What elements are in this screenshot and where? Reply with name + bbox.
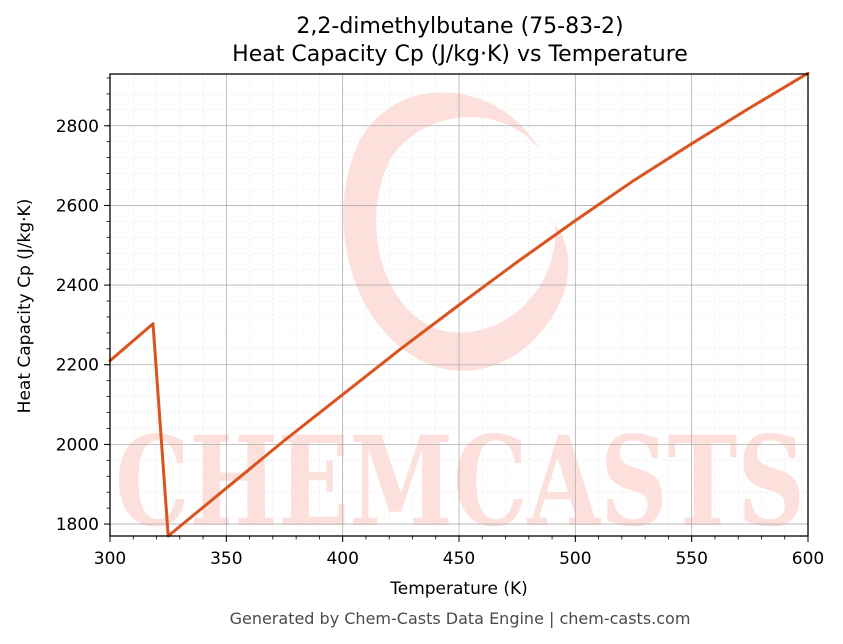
x-tick-label: 350 (210, 549, 242, 569)
y-tick-label: 2000 (56, 435, 99, 455)
x-tick-labels: 300 350 400 450 500 550 600 (94, 549, 824, 569)
watermark-text: CHEMCASTS (115, 410, 805, 555)
x-tick-label: 450 (443, 549, 475, 569)
x-axis-label: Temperature (K) (389, 579, 528, 599)
y-axis-label: Heat Capacity Cp (J/kg·K) (15, 199, 35, 414)
x-tick-label: 400 (326, 549, 358, 569)
y-tick-label: 2800 (56, 117, 99, 137)
y-tick-label: 1800 (56, 515, 99, 535)
x-tick-label: 600 (792, 549, 824, 569)
y-tick-label: 2400 (56, 276, 99, 296)
watermark: CHEMCASTS (115, 92, 805, 555)
x-tick-label: 550 (675, 549, 707, 569)
watermark-swirl (343, 92, 569, 372)
footer-credit: Generated by Chem-Casts Data Engine | ch… (230, 609, 691, 628)
x-tick-label: 300 (94, 549, 126, 569)
ticks (104, 77, 809, 542)
chart-title-line1: 2,2-dimethylbutane (75-83-2) (296, 14, 623, 39)
series-layer (108, 71, 810, 538)
y-tick-label: 2200 (56, 356, 99, 376)
y-tick-label: 2600 (56, 196, 99, 216)
chart-title-line2: Heat Capacity Cp (J/kg·K) vs Temperature (232, 42, 688, 67)
x-tick-label: 500 (559, 549, 591, 569)
y-tick-labels: 1800 2000 2200 2400 2600 2800 (56, 117, 99, 535)
series-line (108, 71, 810, 538)
